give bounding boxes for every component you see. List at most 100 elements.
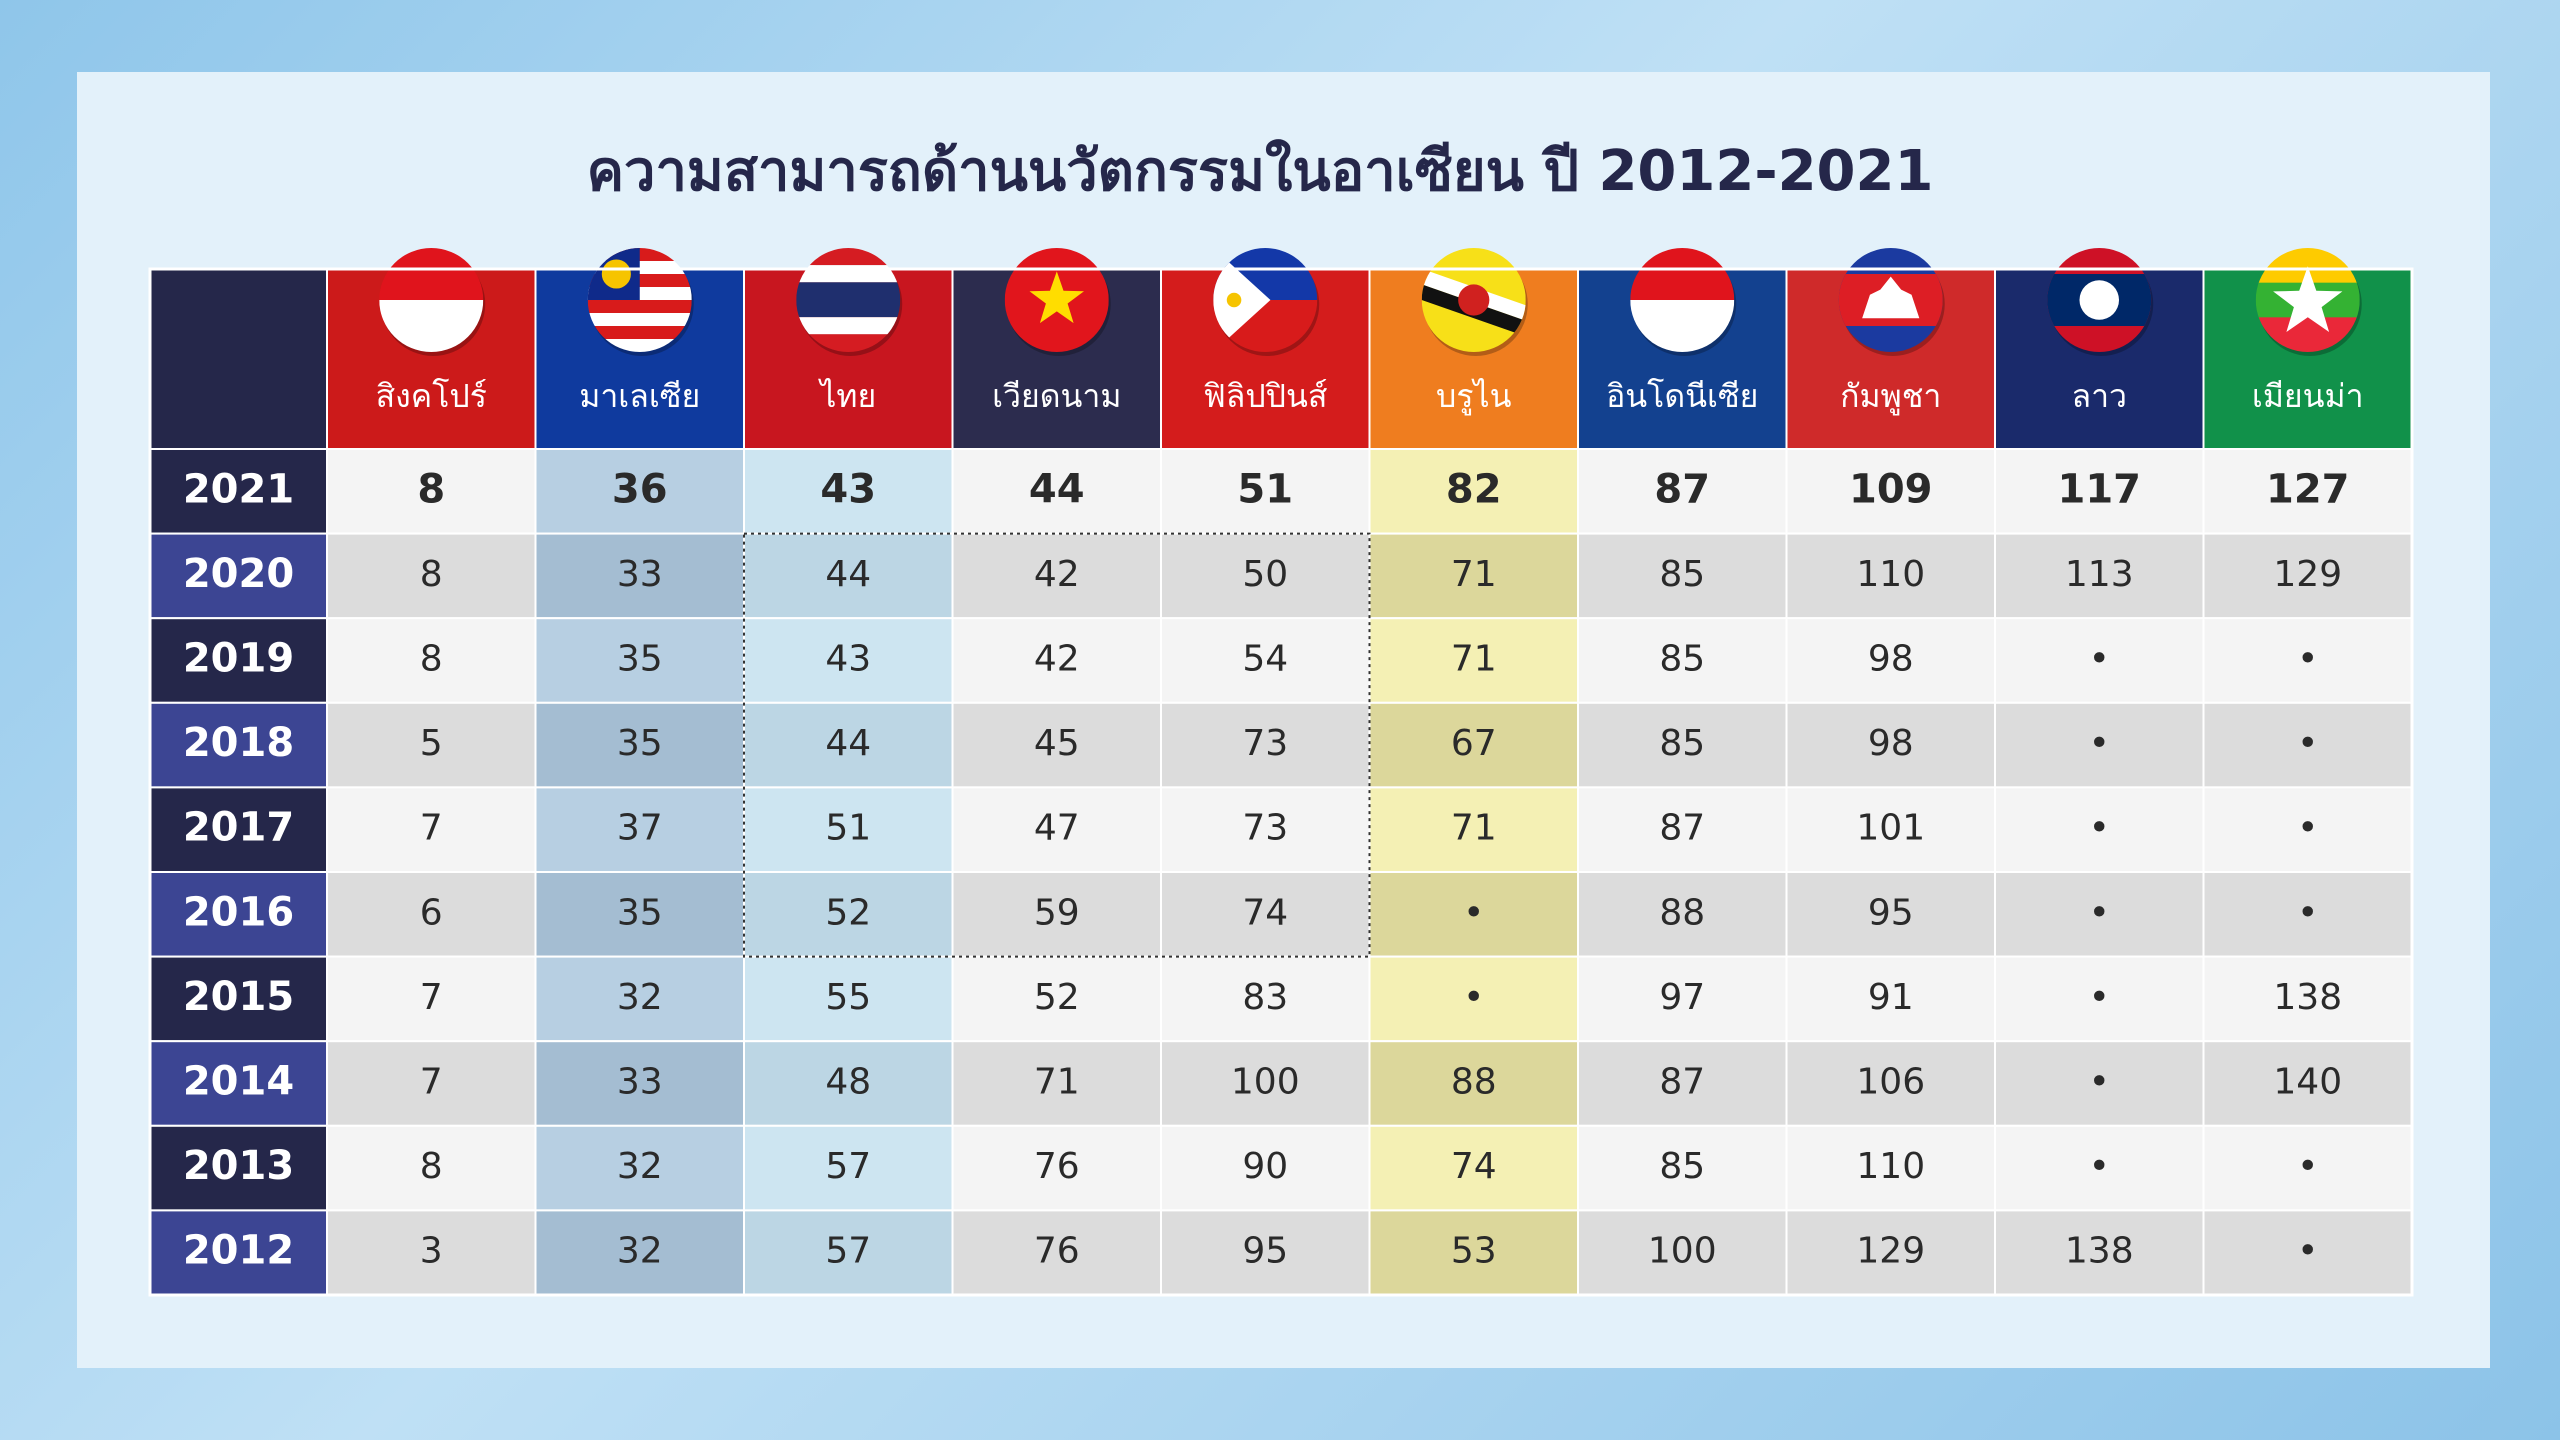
cell-value: 129 bbox=[2273, 554, 2342, 595]
table-cell bbox=[1368, 532, 1579, 620]
cell-value: 110 bbox=[1856, 554, 1925, 595]
table-cell bbox=[743, 1209, 954, 1297]
cell-value: 100 bbox=[1648, 1231, 1717, 1272]
column-label: ไทย bbox=[817, 377, 876, 415]
cell-value: 127 bbox=[2266, 466, 2350, 512]
cell-value: 101 bbox=[1856, 808, 1925, 849]
cell-value: 57 bbox=[825, 1231, 871, 1272]
cell-value: 57 bbox=[825, 1146, 871, 1187]
cell-value: 44 bbox=[825, 723, 871, 764]
cell-value: 117 bbox=[2058, 466, 2142, 512]
cell-value: 73 bbox=[1242, 723, 1288, 764]
table-cell bbox=[1368, 871, 1579, 958]
cell-value: 83 bbox=[1242, 977, 1288, 1018]
table-cell bbox=[326, 617, 537, 704]
table-cell bbox=[2202, 1124, 2413, 1212]
year-label: 2013 bbox=[183, 1143, 294, 1189]
year-cell bbox=[149, 1040, 328, 1127]
flag bbox=[2047, 248, 2152, 352]
cell-value: 71 bbox=[1451, 554, 1497, 595]
table-cell bbox=[1577, 617, 1788, 704]
table-cell bbox=[326, 786, 537, 874]
flag-part bbox=[1213, 248, 1271, 352]
flag-part bbox=[587, 326, 692, 339]
column-label: มาเลเซีย bbox=[579, 377, 700, 415]
cell-value: • bbox=[1463, 977, 1484, 1018]
table-cell bbox=[1994, 1040, 2205, 1127]
table-border bbox=[148, 267, 2414, 1297]
year-label: 2021 bbox=[183, 466, 294, 512]
cell-value: 109 bbox=[1849, 466, 1933, 512]
table-cell bbox=[326, 955, 537, 1043]
flag-part bbox=[587, 313, 692, 326]
flag-part bbox=[796, 317, 901, 335]
table-cell bbox=[951, 701, 1162, 789]
cell-value: 42 bbox=[1034, 639, 1080, 680]
cell-value: 71 bbox=[1034, 1062, 1080, 1103]
cell-value: 90 bbox=[1242, 1146, 1288, 1187]
flag bbox=[1004, 248, 1109, 352]
table-cell bbox=[2202, 786, 2413, 874]
cell-value: 8 bbox=[417, 466, 445, 512]
flag-part bbox=[587, 300, 692, 313]
cell-value: • bbox=[2089, 892, 2110, 933]
table-cell bbox=[534, 871, 745, 958]
table-cell bbox=[1368, 955, 1579, 1043]
flag-part bbox=[1458, 284, 1490, 316]
flag-part bbox=[796, 282, 901, 318]
cell-value: 35 bbox=[617, 892, 663, 933]
cell-value: 42 bbox=[1034, 554, 1080, 595]
table-cell bbox=[326, 1209, 537, 1297]
flag bbox=[796, 248, 901, 352]
cell-value: 7 bbox=[420, 1062, 443, 1103]
cell-value: 43 bbox=[820, 466, 876, 512]
flag bbox=[1630, 248, 1735, 352]
flag bbox=[1213, 248, 1318, 352]
cell-value: • bbox=[2297, 892, 2318, 933]
cell-value: 85 bbox=[1659, 554, 1705, 595]
flag bbox=[1838, 248, 1943, 352]
cell-value: 88 bbox=[1451, 1062, 1497, 1103]
table-cell bbox=[1577, 1040, 1788, 1127]
year-label: 2012 bbox=[183, 1228, 294, 1274]
cell-value: 33 bbox=[617, 1062, 663, 1103]
table-cell bbox=[1577, 701, 1788, 789]
cell-value: 50 bbox=[1242, 554, 1288, 595]
cell-value: 110 bbox=[1856, 1146, 1925, 1187]
cell-value: 74 bbox=[1242, 892, 1288, 933]
column-label: ลาว bbox=[2071, 377, 2127, 415]
cell-value: 85 bbox=[1659, 723, 1705, 764]
table-cell bbox=[1994, 701, 2205, 789]
cell-value: 33 bbox=[617, 554, 663, 595]
cell-value: 91 bbox=[1868, 977, 1914, 1018]
cell-value: 47 bbox=[1034, 808, 1080, 849]
table-cell bbox=[951, 1040, 1162, 1127]
table-cell bbox=[951, 532, 1162, 620]
table-cell bbox=[1577, 786, 1788, 874]
highlight-box bbox=[743, 532, 1371, 958]
year-label: 2016 bbox=[183, 889, 294, 935]
cell-value: • bbox=[2089, 723, 2110, 764]
cell-value: 85 bbox=[1659, 639, 1705, 680]
table-cell bbox=[1994, 871, 2205, 958]
table-cell bbox=[1368, 617, 1579, 704]
cell-value: 32 bbox=[617, 977, 663, 1018]
cell-value: 51 bbox=[1237, 466, 1293, 512]
cell-value: 32 bbox=[617, 1146, 663, 1187]
table-cell bbox=[534, 448, 745, 535]
cell-value: 73 bbox=[1242, 808, 1288, 849]
cell-value: 97 bbox=[1659, 977, 1705, 1018]
flag-part bbox=[2079, 280, 2120, 320]
year-label: 2015 bbox=[183, 974, 294, 1020]
cell-value: 6 bbox=[420, 892, 443, 933]
table-cell bbox=[326, 532, 537, 620]
cell-value: 100 bbox=[1231, 1062, 1300, 1103]
cell-value: 76 bbox=[1034, 1231, 1080, 1272]
cell-value: • bbox=[2297, 1146, 2318, 1187]
year-label: 2020 bbox=[183, 551, 294, 597]
cell-value: 59 bbox=[1034, 892, 1080, 933]
year-cell bbox=[149, 955, 328, 1043]
cell-value: 52 bbox=[825, 892, 871, 933]
year-label: 2014 bbox=[183, 1059, 294, 1105]
